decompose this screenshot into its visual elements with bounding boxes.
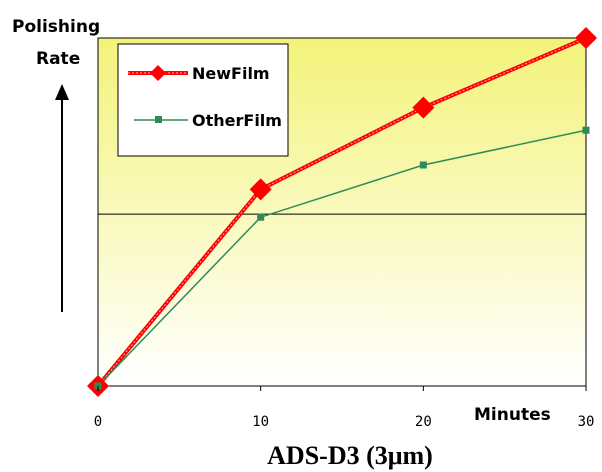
point-newfilm-20 — [412, 96, 435, 119]
legend-item-otherfilm: OtherFilm — [134, 111, 282, 130]
legend-item-newfilm: NewFilm — [128, 64, 270, 83]
legend: NewFilm OtherFilm — [117, 43, 289, 157]
x-tick-label-30: 30 — [578, 414, 595, 430]
point-otherfilm-20 — [419, 161, 427, 169]
legend-label-otherfilm: OtherFilm — [192, 111, 282, 130]
series-line-otherfilm — [97, 129, 587, 387]
x-tick-label-10: 10 — [252, 414, 269, 430]
y-axis-label-line-2: Rate — [36, 49, 80, 69]
x-axis-label: Minutes — [474, 405, 551, 425]
up-arrow-icon — [55, 84, 69, 312]
x-tick-label-0: 0 — [94, 414, 102, 430]
legend-box — [117, 43, 289, 157]
y-axis-label-line-1: Polishing — [12, 17, 100, 37]
point-newfilm-30 — [575, 27, 597, 49]
x-tick-label-20: 20 — [415, 414, 432, 430]
newfilm-marker-icon — [150, 65, 166, 81]
otherfilm-marker-icon — [155, 116, 162, 123]
series-line-highlight-newfilm — [97, 37, 587, 387]
point-otherfilm-10 — [257, 213, 265, 221]
point-newfilm-10 — [249, 178, 272, 201]
point-otherfilm-30 — [582, 126, 590, 134]
chart-title: ADS-D3 (3μm) — [267, 441, 433, 470]
legend-label-newfilm: NewFilm — [192, 64, 270, 83]
